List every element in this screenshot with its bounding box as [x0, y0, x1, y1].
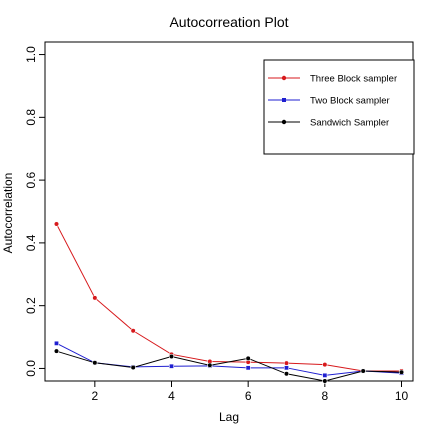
y-axis-label: Autocorrelation: [1, 173, 15, 254]
legend: Three Block sampler Two Block sampler Sand…: [263, 59, 415, 155]
legend-item: Sandwich Sampler: [268, 118, 389, 129]
legend-box: [263, 59, 415, 155]
data-point: [130, 364, 136, 371]
x-tick-label: 6: [245, 389, 252, 403]
data-point: [245, 355, 251, 362]
data-point: [168, 353, 175, 360]
data-point: [360, 368, 366, 374]
data-point: [245, 365, 251, 371]
x-tick-label: 4: [168, 389, 175, 403]
legend-label: Three Block sampler: [310, 74, 397, 85]
data-point: [92, 360, 98, 366]
series-line: [56, 342, 402, 376]
data-point: [322, 362, 328, 368]
data-point: [398, 369, 405, 375]
data-point: [283, 360, 290, 366]
x-tick-label: 10: [395, 389, 409, 403]
series-layer: [53, 221, 405, 384]
x-tick-label: 8: [321, 389, 328, 403]
data-point: [283, 371, 290, 377]
data-point: [53, 348, 60, 354]
series-line: [56, 223, 402, 372]
data-point: [322, 378, 328, 384]
y-tick-label: 0.2: [24, 297, 38, 314]
legend-item: Two Block sampler: [268, 96, 390, 107]
y-tick-label: 1.0: [24, 46, 38, 63]
y-tick-label: 0.8: [24, 109, 38, 126]
axes: 2 4 6 8 10 0.0 0.2 0.4 0.6 0.8 1.0: [24, 41, 414, 403]
data-point: [53, 221, 60, 227]
legend-marker: [282, 98, 286, 102]
series-2: [53, 340, 404, 378]
legend-marker: [281, 119, 287, 125]
y-tick-label: 0.0: [24, 360, 38, 377]
x-axis-label: Lag: [219, 410, 239, 424]
data-point: [322, 372, 328, 378]
data-point: [130, 328, 136, 334]
legend-marker: [281, 75, 287, 81]
data-point: [53, 340, 59, 346]
series-line: [56, 350, 402, 382]
plot-frame: [44, 41, 414, 382]
x-tick-label: 2: [91, 389, 98, 403]
series-1: [53, 221, 405, 374]
series-3: [53, 348, 405, 384]
legend-label: Sandwich Sampler: [310, 118, 389, 129]
data-point: [92, 295, 98, 301]
y-tick-label: 0.6: [24, 171, 38, 188]
data-point: [207, 362, 213, 368]
legend-label: Two Block sampler: [310, 96, 390, 107]
data-point: [169, 363, 175, 369]
chart-title: Autocorreation Plot: [169, 14, 288, 30]
y-tick-label: 0.4: [24, 234, 38, 251]
data-point: [283, 365, 289, 371]
legend-item: Three Block sampler: [268, 74, 397, 85]
